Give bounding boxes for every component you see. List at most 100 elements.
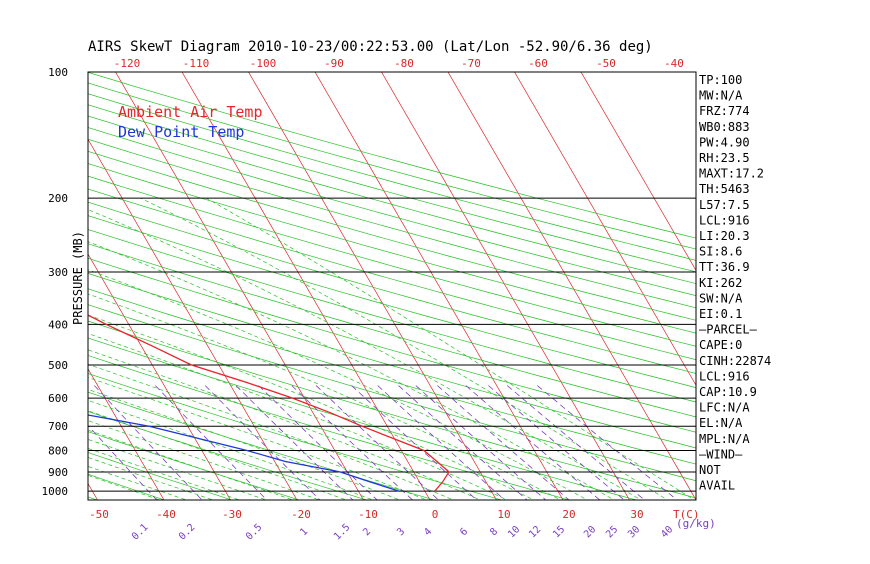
moist-adiabat-line (88, 293, 562, 500)
mixing-ratio-line (537, 385, 678, 500)
moist-adiabat-line (88, 466, 188, 500)
mixing-ratio-label: 1 (298, 526, 310, 538)
isotherm-line (580, 72, 696, 272)
index-label: WB0:883 (699, 120, 750, 134)
dry-adiabat-line (88, 272, 696, 449)
mixing-ratio-line (377, 385, 506, 500)
index-label: LCL:916 (699, 213, 750, 227)
dry-adiabat-line (88, 320, 696, 499)
dry-adiabat-line (88, 229, 696, 403)
mixing-ratio-label: 0.2 (177, 522, 198, 543)
moist-adiabat-line (206, 197, 695, 500)
pressure-tick-label: 1000 (42, 485, 69, 498)
top-tick-label: -70 (461, 57, 481, 70)
mixing-ratio-line (155, 385, 268, 500)
isotherm-line (314, 72, 564, 500)
isotherm-line (381, 72, 630, 500)
index-label: CINH:22874 (699, 354, 771, 368)
index-label: SI:8.6 (699, 245, 742, 259)
mixing-ratio-line (258, 385, 378, 500)
moist-adiabat-line (88, 363, 455, 500)
dry-adiabat-line (88, 304, 696, 482)
moist-adiabat-line (88, 269, 589, 500)
ambient-temp-line (88, 314, 450, 492)
mixing-ratio-label: 40 (659, 524, 675, 540)
mixing-ratio-label: 0.1 (130, 522, 151, 543)
mixing-ratio-unit: (g/kg) (676, 517, 716, 530)
dry-adiabat-line (88, 201, 696, 374)
moist-adiabat-line (88, 399, 375, 500)
dry-adiabat-line (88, 373, 503, 500)
pressure-tick-label: 200 (48, 192, 68, 205)
index-label: LI:20.3 (699, 229, 750, 243)
dry-adiabat-line (88, 355, 571, 500)
dry-adiabat-line (88, 431, 301, 500)
chart-title: AIRS SkewT Diagram 2010-10-23/00:22:53.0… (88, 39, 653, 55)
mixing-ratio-line (204, 385, 321, 500)
mixing-ratio-label: 1.5 (332, 522, 353, 543)
index-label: EL:N/A (699, 416, 743, 430)
dry-adiabat-line (88, 188, 696, 361)
dry-adiabat-line (88, 243, 696, 418)
moist-adiabat-line (88, 474, 162, 500)
bottom-tick-label: -50 (89, 508, 109, 521)
mixing-ratio-label: 25 (604, 524, 620, 540)
index-label: NOT (699, 463, 721, 477)
index-label: LCL:916 (699, 369, 750, 383)
moist-adiabat-line (88, 429, 295, 500)
dry-adiabat-line (88, 215, 696, 388)
moist-adiabat-line (88, 448, 241, 500)
pressure-tick-label: 500 (48, 359, 68, 372)
pressure-tick-label: 900 (48, 466, 68, 479)
index-label: MW:N/A (699, 89, 743, 103)
index-label: KI:262 (699, 276, 742, 290)
isotherm-line (248, 72, 497, 500)
moist-adiabat-line (88, 410, 348, 500)
pressure-tick-label: 800 (48, 445, 68, 458)
legend-ambient-temp: Ambient Air Temp (118, 103, 263, 121)
index-label: TT:36.9 (699, 260, 750, 274)
mixing-ratio-label: 3 (395, 526, 407, 538)
top-tick-label: -90 (324, 57, 344, 70)
isotherm-line (88, 138, 298, 500)
pressure-tick-label: 400 (48, 318, 68, 331)
dry-adiabat-line (88, 150, 696, 321)
mixing-ratio-label: 30 (626, 524, 642, 540)
isotherm-line (0, 63, 32, 502)
mixing-ratio-line (488, 385, 625, 500)
top-tick-label: -100 (250, 57, 277, 70)
index-label: CAP:10.9 (699, 385, 757, 399)
dry-adiabat-line (88, 127, 696, 296)
bottom-tick-label: -40 (156, 508, 176, 521)
bottom-tick-label: 30 (630, 508, 643, 521)
index-label: TH:5463 (699, 182, 750, 196)
mixing-ratio-line (415, 385, 547, 500)
index-label: CAPE:0 (699, 338, 742, 352)
bottom-tick-label: 20 (562, 508, 575, 521)
moist-adiabat-line (88, 241, 615, 500)
bottom-unit-label: T(C) (673, 508, 700, 521)
top-tick-label: -110 (183, 57, 210, 70)
index-label: MPL:N/A (699, 432, 750, 446)
moist-adiabat-line (88, 209, 642, 500)
moist-adiabat-line (88, 377, 428, 500)
top-tick-label: -60 (528, 57, 548, 70)
dry-adiabat-line (88, 452, 234, 500)
dry-adiabat-line (88, 288, 696, 465)
mixing-ratio-label: 12 (527, 524, 543, 540)
pressure-tick-label: 100 (48, 66, 68, 79)
pressure-tick-label: 600 (48, 392, 68, 405)
mixing-ratio-label: 6 (458, 526, 470, 538)
index-label: EI:0.1 (699, 307, 742, 321)
mixing-ratio-line (398, 385, 528, 500)
plot-frame (87, 71, 697, 501)
index-label: TP:100 (699, 73, 742, 87)
bottom-tick-label: 10 (497, 508, 510, 521)
top-tick-label: -120 (114, 57, 141, 70)
index-label: PW:4.90 (699, 135, 750, 149)
mixing-ratio-label: 4 (422, 526, 434, 538)
bottom-tick-label: -20 (291, 508, 311, 521)
index-label: L57:7.5 (699, 198, 750, 212)
dry-adiabat-line (88, 163, 696, 334)
